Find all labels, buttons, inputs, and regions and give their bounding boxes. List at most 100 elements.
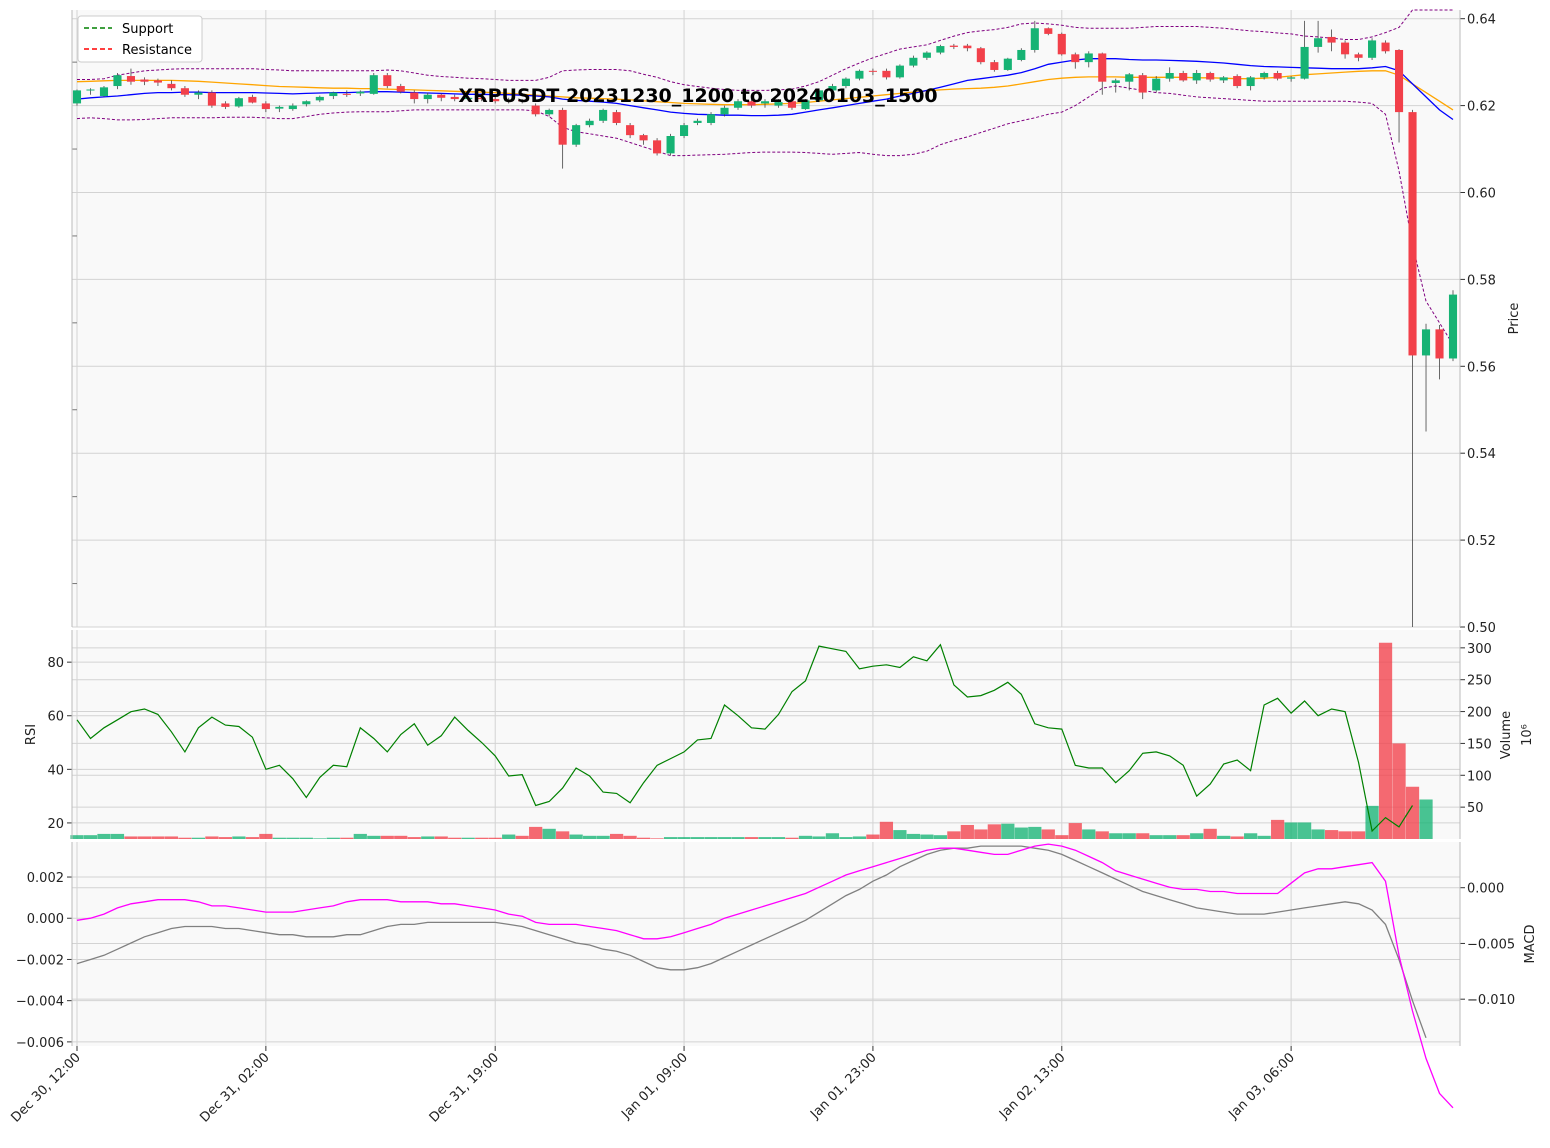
macd-left-tick-label: 0.000: [27, 912, 64, 927]
volume-bar: [609, 833, 624, 839]
candle-body: [410, 92, 419, 100]
rsi-tick-label: 40: [47, 763, 64, 778]
volume-bar: [434, 836, 448, 839]
volume-bar: [502, 834, 516, 839]
candle-body: [841, 78, 850, 87]
volume-bar: [70, 835, 84, 839]
price-tick-label: 0.56: [1467, 360, 1496, 375]
candle-body: [1435, 329, 1444, 359]
macd-series: [76, 843, 1454, 1109]
volume-bar: [529, 826, 543, 839]
volume-bar: [164, 836, 179, 839]
candle-body: [599, 109, 608, 121]
volume-tick-label: 200: [1467, 706, 1492, 721]
candle-body: [477, 97, 486, 100]
volume-bar: [488, 837, 502, 839]
volume-bar: [1378, 642, 1393, 839]
volume-bar: [744, 837, 759, 839]
candle-body: [895, 65, 904, 78]
candle-body: [248, 96, 257, 103]
candle-body: [706, 114, 716, 123]
volume-bar: [812, 836, 826, 839]
volume-bar: [1028, 826, 1042, 839]
volume-bar: [245, 837, 259, 839]
volume-bar: [461, 837, 475, 839]
volume-bar: [1297, 822, 1312, 839]
candle-body: [342, 93, 351, 95]
candle-body: [437, 94, 446, 98]
candle-body: [1003, 58, 1012, 70]
volume-bar: [636, 837, 651, 839]
candle-body: [949, 45, 958, 47]
volume-bar: [758, 837, 772, 839]
candle-body: [868, 70, 877, 72]
volume-bar: [1311, 829, 1325, 839]
macd-right-tick-label: −0.005: [1467, 937, 1515, 952]
macd-signal-line: [76, 843, 1454, 1109]
volume-bar: [340, 837, 354, 839]
candle-body: [450, 96, 459, 100]
macd-left-tick-label: −0.002: [16, 953, 64, 968]
candle-body: [733, 101, 743, 108]
volume-bar: [906, 833, 921, 839]
candle-body: [369, 75, 378, 94]
volume-bar: [1284, 822, 1298, 839]
volume-bar: [515, 835, 529, 839]
volume-bar: [798, 835, 813, 839]
volume-bar: [1405, 786, 1420, 839]
candle-body: [909, 57, 918, 66]
volume-bar: [1163, 835, 1177, 839]
candle-body: [1071, 54, 1080, 63]
volume-bar: [920, 834, 934, 839]
rsi-series: [76, 643, 1414, 833]
bollinger-lower-line: [76, 85, 1454, 345]
candle-body: [1030, 28, 1039, 50]
volume-bar: [448, 837, 462, 839]
volume-bar: [178, 837, 192, 839]
price-axis-label: Price: [1507, 303, 1522, 335]
volume-unit-label: 10⁶: [1520, 724, 1535, 746]
x-tick-label: Jan 02, 13:00: [996, 1050, 1068, 1122]
candle-body: [666, 136, 675, 154]
rsi-tick-label: 20: [47, 817, 64, 832]
volume-bar: [475, 837, 489, 839]
candle-body: [504, 99, 513, 102]
candle-body: [302, 101, 311, 105]
candle-body: [329, 92, 338, 97]
volume-bar: [1001, 823, 1015, 839]
candle-body: [545, 109, 554, 115]
candle-body: [572, 125, 581, 145]
volume-bar: [852, 836, 867, 839]
candle-body: [1273, 73, 1282, 79]
x-tick-label: Jan 01, 23:00: [807, 1050, 879, 1122]
candle-body: [86, 89, 95, 91]
volume-bar: [623, 835, 637, 839]
candle-body: [1246, 77, 1255, 87]
volume-bar: [286, 837, 300, 839]
candle-body: [922, 52, 931, 58]
x-tick-label: Jan 03, 06:00: [1226, 1050, 1298, 1122]
rsi-line: [76, 643, 1414, 833]
volume-bar: [1338, 831, 1352, 839]
candle-body: [1341, 42, 1350, 55]
candle-body: [383, 75, 392, 87]
candle-body: [207, 92, 216, 106]
candle-body: [1111, 80, 1120, 83]
volume-bar: [583, 835, 597, 839]
macd-left-tick-label: −0.004: [16, 995, 64, 1010]
candle-body: [1408, 112, 1417, 356]
candle-body: [1206, 73, 1215, 80]
candle-body: [1314, 38, 1323, 47]
volume-bar: [1068, 823, 1082, 839]
volume-bar: [974, 829, 988, 839]
volume-bar: [137, 836, 152, 839]
volume-tick-label: 300: [1467, 642, 1492, 657]
candle-body: [774, 102, 783, 106]
candle-body: [518, 99, 527, 102]
candle-body: [356, 91, 365, 94]
volume-bar: [97, 833, 111, 839]
candle-body: [1084, 53, 1093, 63]
candle-body: [1354, 54, 1363, 58]
rsi-tick-label: 60: [47, 710, 64, 725]
x-tick-label: Dec 31, 02:00: [197, 1050, 272, 1125]
